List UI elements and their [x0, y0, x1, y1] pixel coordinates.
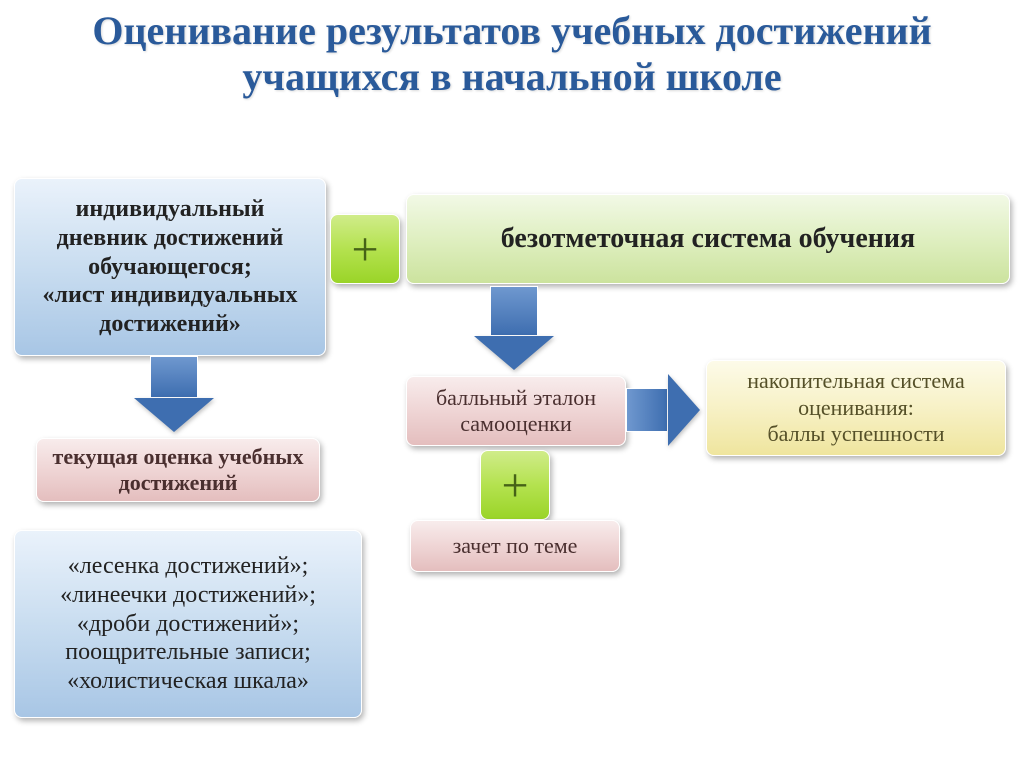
box-cumulative: накопительная система оценивания: баллы … [706, 360, 1006, 456]
box-methods: «лесенка достижений»; «линеечки достижен… [14, 530, 362, 718]
box-current: текущая оценка учебных достижений [36, 438, 320, 502]
box-markless: безотметочная система обучения [406, 194, 1010, 284]
box-diary: индивидуальный дневник достижений обучаю… [14, 178, 326, 356]
page-title: Оценивание результатов учебных достижени… [0, 0, 1024, 112]
box-exam: зачет по теме [410, 520, 620, 572]
plus-icon: + [480, 450, 550, 520]
box-standard: балльный эталон самооценки [406, 376, 626, 446]
plus-icon: + [330, 214, 400, 284]
